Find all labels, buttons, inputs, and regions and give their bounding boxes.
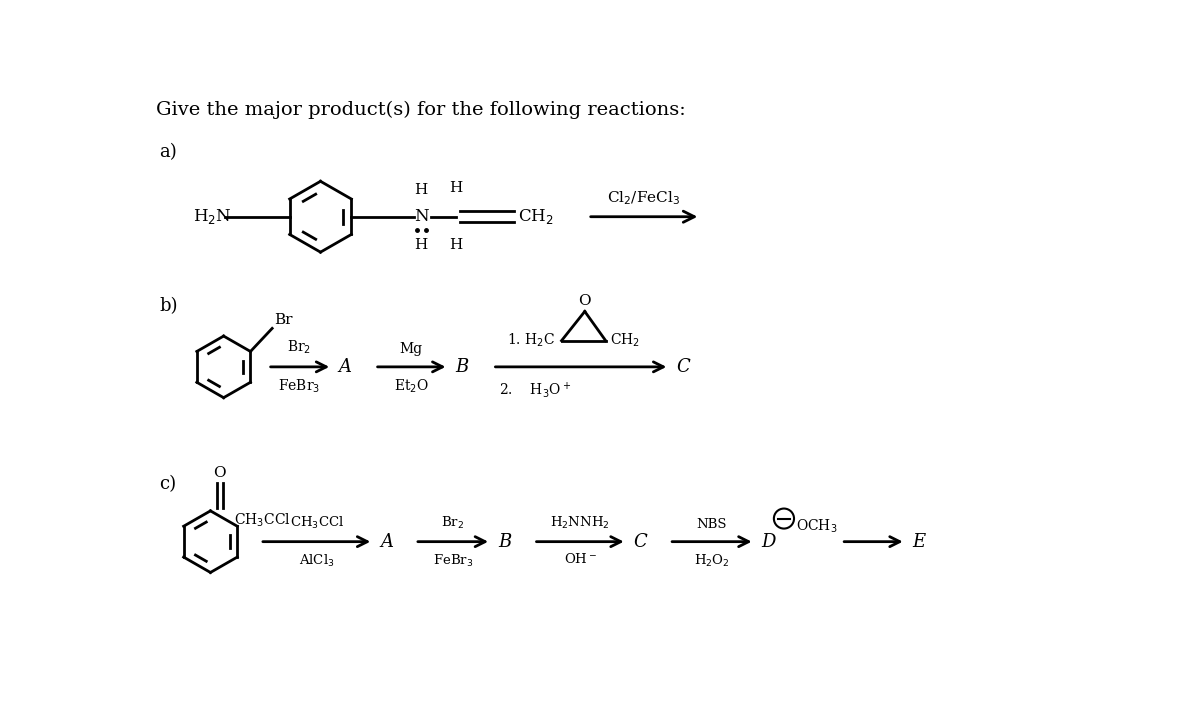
Text: H: H xyxy=(415,238,428,253)
Text: C: C xyxy=(677,358,690,376)
Text: CH$_3$CCl: CH$_3$CCl xyxy=(234,511,290,529)
Text: Cl$_2$/FeCl$_3$: Cl$_2$/FeCl$_3$ xyxy=(607,190,680,207)
Text: NBS: NBS xyxy=(697,518,727,531)
Text: H$_2$NNH$_2$: H$_2$NNH$_2$ xyxy=(551,515,610,531)
Text: 1. H$_2$C: 1. H$_2$C xyxy=(508,332,556,349)
Text: Br$_2$: Br$_2$ xyxy=(288,339,312,356)
Text: c): c) xyxy=(160,475,176,493)
Text: CH$_2$: CH$_2$ xyxy=(518,207,553,226)
Text: A: A xyxy=(380,533,394,550)
Text: FeBr$_3$: FeBr$_3$ xyxy=(278,378,320,395)
Text: OH$^-$: OH$^-$ xyxy=(564,553,596,566)
Text: CH$_3$CCl: CH$_3$CCl xyxy=(289,515,343,531)
Text: H: H xyxy=(415,183,428,197)
Text: Mg: Mg xyxy=(400,342,422,356)
Text: H: H xyxy=(450,238,463,253)
Text: CH$_2$: CH$_2$ xyxy=(610,332,640,349)
Text: H: H xyxy=(450,181,463,195)
Text: FeBr$_3$: FeBr$_3$ xyxy=(433,553,473,569)
Text: 2.    H$_3$O$^+$: 2. H$_3$O$^+$ xyxy=(499,381,571,400)
Text: O: O xyxy=(578,294,592,309)
Text: Br: Br xyxy=(274,313,293,327)
Text: A: A xyxy=(338,358,352,376)
Text: a): a) xyxy=(160,143,178,162)
Text: AlCl$_3$: AlCl$_3$ xyxy=(299,553,335,569)
Text: b): b) xyxy=(160,298,178,315)
Text: B: B xyxy=(455,358,468,376)
Text: O: O xyxy=(214,466,226,480)
Text: E: E xyxy=(912,533,925,550)
Text: D: D xyxy=(761,533,775,550)
Text: B: B xyxy=(498,533,511,550)
Text: Give the major product(s) for the following reactions:: Give the major product(s) for the follow… xyxy=(156,101,686,119)
Text: Br$_2$: Br$_2$ xyxy=(442,515,464,531)
Text: C: C xyxy=(634,533,648,550)
Text: OCH$_3$: OCH$_3$ xyxy=(796,518,838,535)
Text: N: N xyxy=(414,208,428,225)
Text: H$_2$O$_2$: H$_2$O$_2$ xyxy=(694,553,730,569)
Text: H$_2$N: H$_2$N xyxy=(193,207,232,226)
Text: Et$_2$O: Et$_2$O xyxy=(394,378,428,395)
